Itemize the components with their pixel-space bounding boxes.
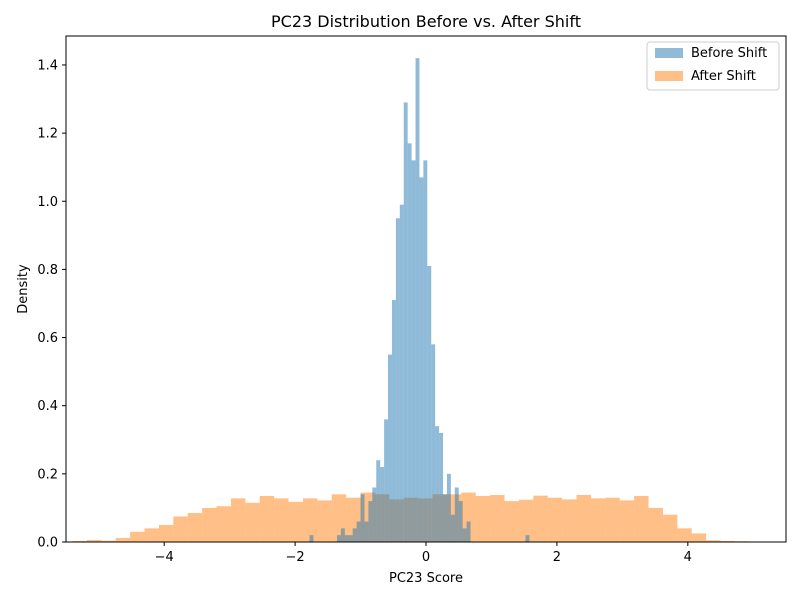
before-shift-bar [372,487,377,542]
after-shift-bar [216,506,231,542]
legend-swatch-after-shift [655,71,683,81]
after-shift-bar [274,498,289,542]
after-shift-bar [677,528,692,542]
y-tick-label: 0.6 [37,331,58,346]
y-tick-label: 0.4 [37,399,58,414]
before-shift-bar [431,344,436,542]
before-shift-bar [368,501,373,542]
before-shift-bar [340,528,345,542]
after-shift-bar [490,494,505,542]
before-shift-bar [360,494,365,542]
after-shift-bar [173,516,188,542]
y-axis-title: Density [16,264,31,314]
before-shift-bar [395,218,400,542]
after-shift-bar [86,539,102,542]
legend: Before Shift After Shift [646,41,780,91]
before-shift-bar [454,487,459,542]
before-shift-bar [423,160,428,543]
before-shift-bar [419,177,424,542]
x-tick-label: 0 [422,550,430,565]
before-shift-bar [391,300,396,542]
x-tick-label: 2 [553,550,561,565]
after-shift-bar [475,496,491,542]
before-shift-bar [380,467,385,542]
legend-swatch-before-shift [655,48,683,58]
after-shift-bar [662,514,678,542]
x-tick-label: 4 [684,550,692,565]
after-shift-bar [230,498,246,542]
axes: −4 −2 0 2 4 0.0 0.2 0.4 0.6 0.8 1.0 1.2 1.4 [37,35,787,565]
legend-label-before-shift: Before Shift [691,46,767,61]
before-shift-bar [435,426,440,542]
after-shift-bar [576,494,591,542]
after-shift-bar [259,496,275,542]
after-shift-bar [648,507,663,542]
before-shift-bar [384,419,389,542]
before-shift-bar [407,143,412,543]
after-shift-bar [720,540,735,542]
before-shift-bar [462,528,467,542]
after-shift-bar [691,533,707,542]
x-tick-label: −2 [286,550,305,565]
before-shift-bar [352,528,357,542]
before-shift-bar [309,535,314,542]
after-shift-bar [634,496,649,542]
after-shift-bar [619,500,635,542]
before-shift-bar [415,58,420,543]
before-shift-bar [466,521,471,542]
before-shift-bar [458,501,463,542]
after-shift-bar [288,501,303,542]
after-shift-bar [562,499,577,542]
before-shift-bar [364,521,369,542]
y-tick-label: 1.4 [37,58,58,73]
after-shift-bar [144,528,159,542]
y-tick-label: 1.0 [37,195,58,210]
y-tick-label: 0.8 [37,263,58,278]
after-shift-bar [130,531,145,542]
before-shift-bar [443,494,447,542]
after-shift-bar [158,524,174,542]
before-shift-bar [525,535,530,542]
after-shift-bar [101,540,116,542]
after-shift-bar [187,513,203,542]
legend-label-after-shift: After Shift [691,69,756,84]
chart-title: PC23 Distribution Before vs. After Shift [271,12,581,31]
after-shift-bar [547,497,563,542]
y-tick-label: 0.0 [37,536,58,551]
y-tick-label: 1.2 [37,127,58,142]
before-shift-bar [388,354,392,542]
before-shift-bars [309,58,530,543]
before-shift-bar [411,160,416,543]
before-shift-bar [450,514,455,542]
after-shift-bar [72,540,87,542]
before-shift-bar [399,204,404,542]
after-shift-bar [245,502,260,542]
x-tick-label: −4 [155,550,174,565]
before-shift-bar [356,521,361,542]
x-axis-title: PC23 Score [389,571,463,586]
after-shift-bar [518,499,534,542]
before-shift-bar [348,535,353,542]
after-shift-bar [605,497,620,542]
before-shift-bar [427,266,432,542]
before-shift-bar [336,535,341,542]
y-tick-label: 0.2 [37,467,58,482]
after-shift-bar [504,501,519,542]
before-shift-bar [376,460,381,542]
before-shift-bar [344,535,349,542]
before-shift-bar [403,102,408,542]
after-shift-bar [317,500,332,542]
after-shift-bar [590,498,606,542]
after-shift-bar [706,540,721,542]
after-shift-bar [202,507,217,542]
after-shift-bar [533,495,548,542]
after-shift-bar [302,498,318,542]
before-shift-bar [446,473,451,542]
before-shift-bar [439,432,444,542]
after-shift-bar [115,537,131,542]
